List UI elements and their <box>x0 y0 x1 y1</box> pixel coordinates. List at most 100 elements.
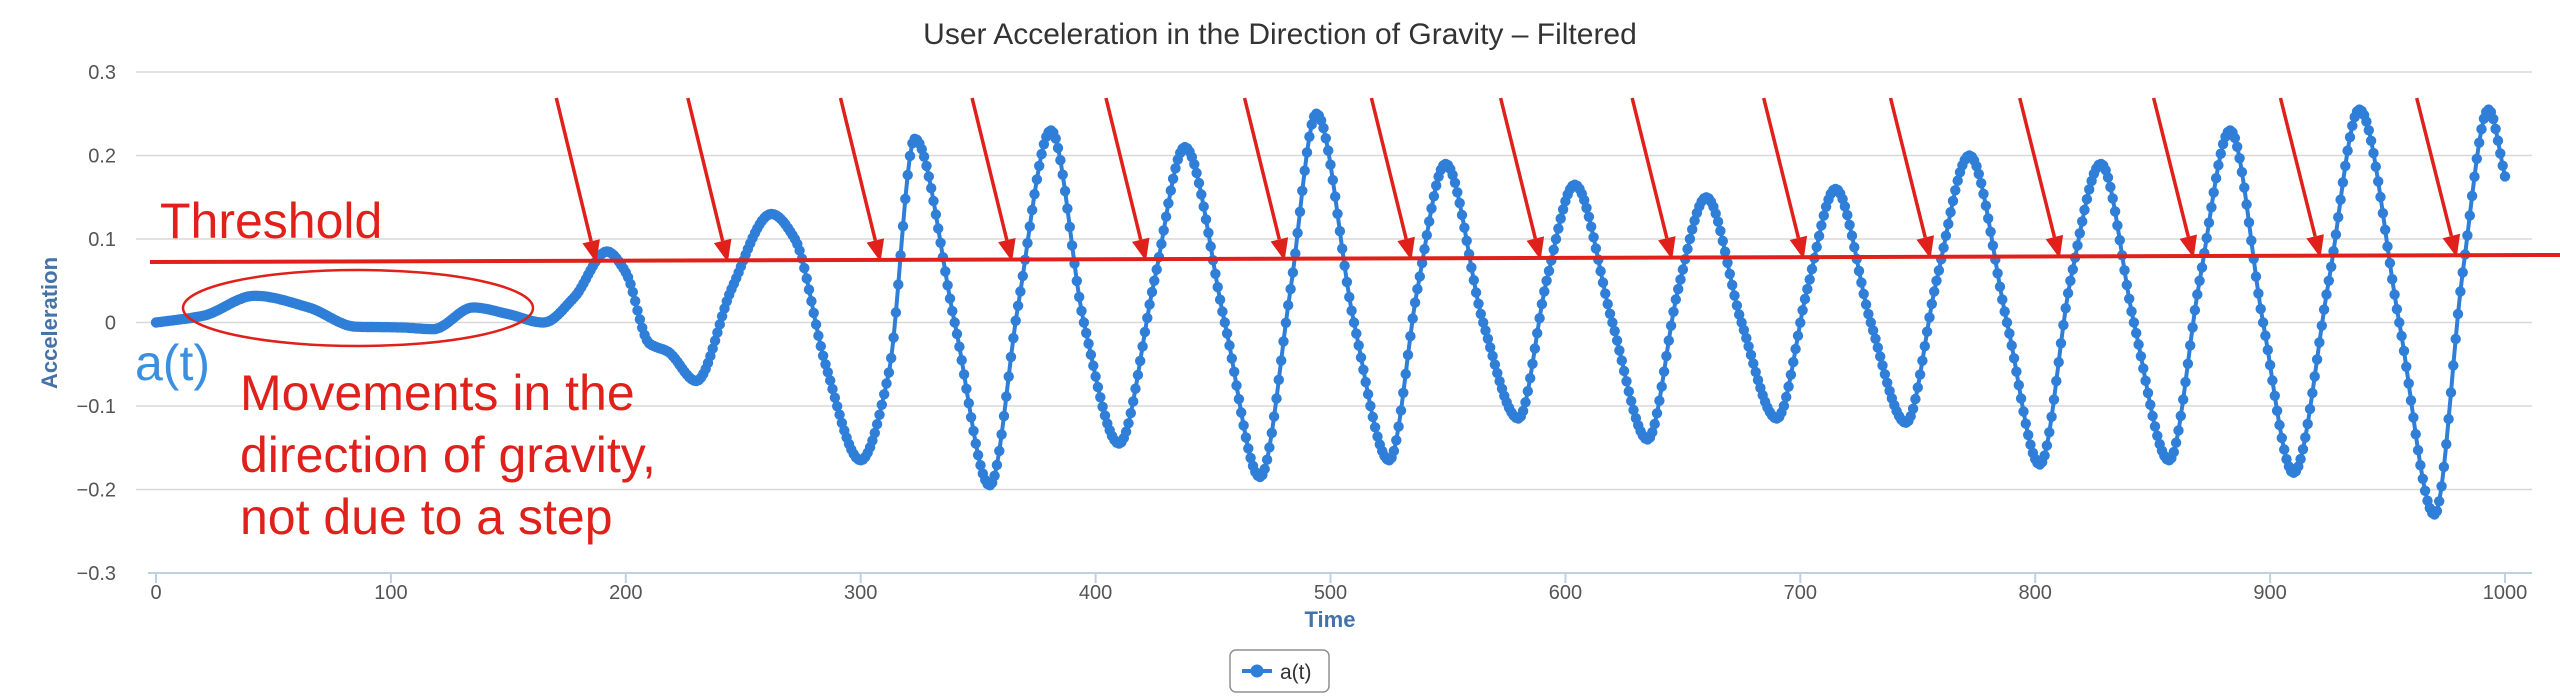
data-point <box>1541 275 1552 286</box>
data-point <box>1492 367 1503 379</box>
data-point <box>1668 306 1679 317</box>
x-tick-label: 900 <box>2253 582 2286 604</box>
data-point <box>2389 289 2400 300</box>
data-point <box>897 221 909 232</box>
data-point <box>1919 341 1931 352</box>
data-point <box>883 367 895 378</box>
x-tick-label: 300 <box>844 582 877 604</box>
data-point <box>1914 369 1926 380</box>
data-point <box>996 429 1007 440</box>
data-point <box>2309 371 2320 382</box>
y-axis-ticks: 0.3 0.2 0.1 0 −0.1 −0.2 −0.3 <box>77 62 116 585</box>
data-point <box>1191 167 1202 179</box>
y-tick-label: −0.2 <box>77 480 116 502</box>
data-point <box>2415 460 2426 471</box>
legend[interactable]: a(t) <box>1229 649 1330 693</box>
data-point <box>2084 184 2095 195</box>
data-point <box>1719 246 1731 257</box>
data-point <box>1301 147 1313 158</box>
data-point <box>1595 266 1606 277</box>
data-point <box>1651 408 1663 419</box>
data-point <box>1095 392 1106 403</box>
data-point <box>806 296 817 307</box>
data-point <box>1407 313 1418 324</box>
data-point <box>2023 429 2034 441</box>
data-point <box>1027 204 1038 216</box>
data-point <box>1872 342 1884 353</box>
data-point <box>630 295 641 307</box>
data-point <box>1193 177 1205 189</box>
data-point <box>1470 287 1482 298</box>
data-point <box>1416 257 1428 269</box>
data-point <box>813 330 824 341</box>
data-point <box>972 449 984 461</box>
data-point <box>942 280 953 291</box>
data-point <box>1557 204 1569 215</box>
data-point <box>1233 393 1245 405</box>
data-point <box>1388 445 1400 457</box>
data-point <box>2065 275 2076 286</box>
data-point <box>1931 275 1942 286</box>
legend-item-a-t[interactable]: a(t) <box>1280 661 1312 684</box>
data-point <box>1621 376 1632 387</box>
data-point <box>1428 191 1440 202</box>
data-point <box>709 335 721 346</box>
data-point <box>1360 376 1371 388</box>
data-point <box>1682 243 1693 255</box>
data-point <box>2011 366 2022 377</box>
data-point <box>2342 145 2353 156</box>
data-point <box>1365 400 1376 412</box>
data-point <box>1938 242 1949 253</box>
data-point <box>1456 209 1468 221</box>
y-axis-label: Acceleration <box>37 257 62 389</box>
data-point <box>2443 413 2454 425</box>
data-point <box>1424 216 1435 227</box>
data-point <box>1125 407 1137 419</box>
data-point <box>1985 226 1996 237</box>
data-point <box>2210 173 2222 184</box>
data-point <box>1804 274 1815 285</box>
data-point <box>1344 291 1355 303</box>
data-point <box>2182 358 2194 369</box>
data-point <box>1581 202 1592 214</box>
step-arrow-head <box>582 239 600 263</box>
data-point <box>1137 341 1148 352</box>
data-point <box>1534 313 1545 324</box>
data-point <box>2077 216 2088 227</box>
data-point <box>1675 274 1686 285</box>
data-point <box>1849 242 1860 253</box>
data-point <box>1978 188 1989 200</box>
data-point <box>1198 201 1209 212</box>
data-point <box>2173 425 2184 436</box>
data-point <box>1980 200 1992 211</box>
data-point <box>1431 180 1442 191</box>
data-point <box>1520 397 1531 408</box>
data-point <box>921 160 932 172</box>
x-tick-label: 700 <box>1784 582 1817 604</box>
data-point <box>1856 277 1867 288</box>
data-point <box>1078 317 1090 328</box>
data-point <box>2368 147 2379 159</box>
data-point <box>2008 353 2020 364</box>
data-point <box>815 341 826 352</box>
data-point <box>2297 444 2309 455</box>
data-point <box>2302 418 2313 430</box>
data-point <box>2025 439 2036 450</box>
data-point <box>954 341 965 352</box>
data-point <box>2187 322 2198 333</box>
data-point <box>1907 403 1919 414</box>
data-point <box>2257 317 2269 328</box>
data-point <box>2058 319 2069 331</box>
data-point <box>1933 265 1945 276</box>
data-point <box>1536 298 1548 310</box>
data-point <box>900 193 911 205</box>
legend-marker-icon <box>1250 664 1264 678</box>
data-point <box>1268 411 1280 422</box>
data-point <box>2457 267 2468 278</box>
data-point <box>2340 160 2351 172</box>
data-point <box>2048 394 2060 405</box>
data-point <box>1976 178 1987 189</box>
data-point <box>1092 381 1104 393</box>
data-point <box>1952 175 1963 186</box>
data-point <box>961 383 972 394</box>
